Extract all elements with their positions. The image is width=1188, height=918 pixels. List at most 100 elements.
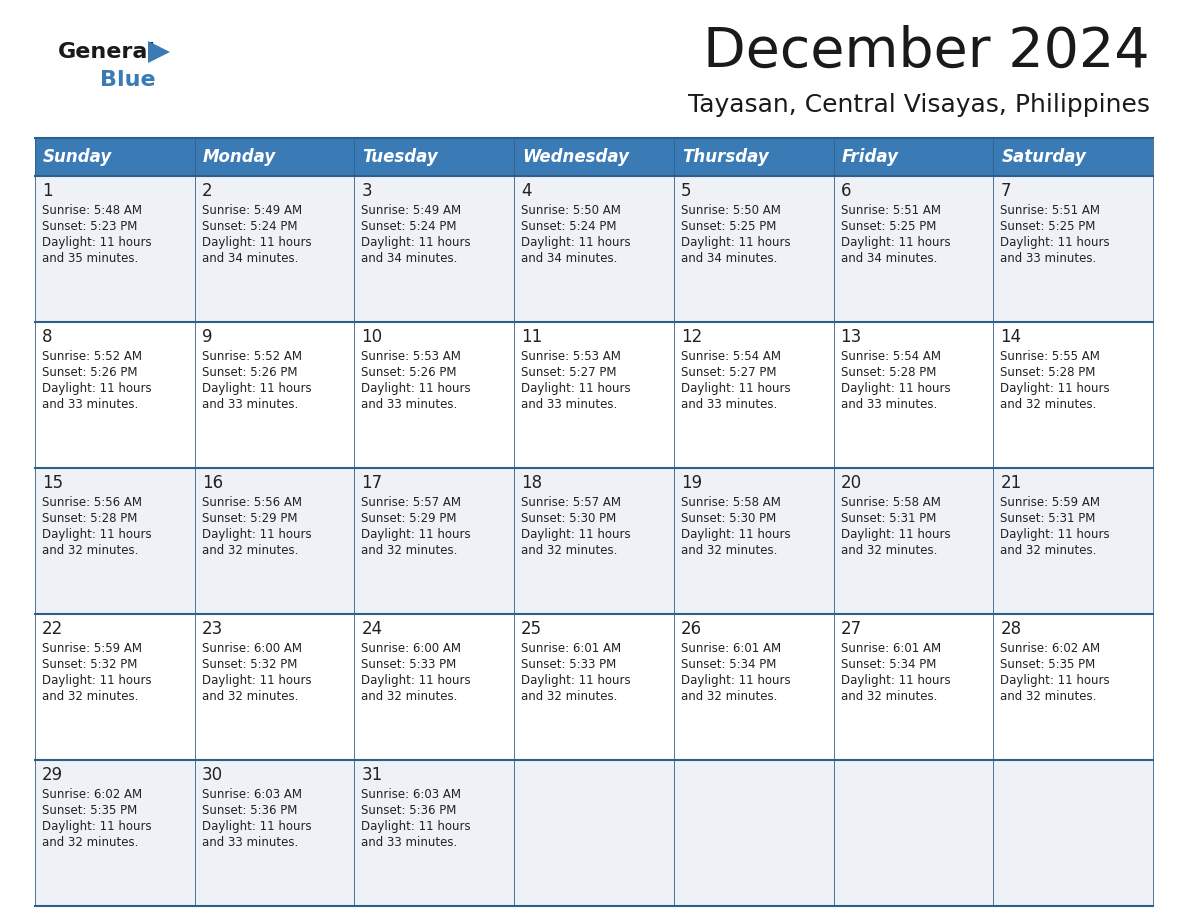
Text: Daylight: 11 hours: Daylight: 11 hours (522, 528, 631, 541)
Text: 2: 2 (202, 182, 213, 200)
Text: 28: 28 (1000, 620, 1022, 638)
Text: 12: 12 (681, 328, 702, 346)
Text: Daylight: 11 hours: Daylight: 11 hours (681, 382, 790, 395)
Text: Sunrise: 5:57 AM: Sunrise: 5:57 AM (522, 496, 621, 509)
Text: 20: 20 (841, 474, 861, 492)
Text: Sunrise: 6:01 AM: Sunrise: 6:01 AM (841, 642, 941, 655)
Text: and 34 minutes.: and 34 minutes. (202, 252, 298, 265)
Text: 25: 25 (522, 620, 542, 638)
Text: Sunset: 5:35 PM: Sunset: 5:35 PM (42, 804, 138, 817)
Text: Sunset: 5:27 PM: Sunset: 5:27 PM (681, 366, 776, 379)
Bar (834, 138, 993, 176)
Text: Daylight: 11 hours: Daylight: 11 hours (42, 820, 152, 833)
Text: 6: 6 (841, 182, 851, 200)
Text: Daylight: 11 hours: Daylight: 11 hours (1000, 528, 1110, 541)
Text: and 34 minutes.: and 34 minutes. (841, 252, 937, 265)
Text: Sunrise: 5:49 AM: Sunrise: 5:49 AM (202, 204, 302, 217)
Text: Sunset: 5:31 PM: Sunset: 5:31 PM (1000, 512, 1095, 525)
Text: Sunrise: 5:56 AM: Sunrise: 5:56 AM (202, 496, 302, 509)
Text: Daylight: 11 hours: Daylight: 11 hours (202, 236, 311, 249)
Text: Daylight: 11 hours: Daylight: 11 hours (202, 674, 311, 687)
Text: and 32 minutes.: and 32 minutes. (522, 544, 618, 557)
Text: and 32 minutes.: and 32 minutes. (1000, 690, 1097, 703)
Text: Daylight: 11 hours: Daylight: 11 hours (841, 236, 950, 249)
Text: 1: 1 (42, 182, 52, 200)
Text: 30: 30 (202, 766, 223, 784)
Text: December 2024: December 2024 (703, 25, 1150, 79)
Text: Sunrise: 5:51 AM: Sunrise: 5:51 AM (1000, 204, 1100, 217)
Text: 29: 29 (42, 766, 63, 784)
Text: 16: 16 (202, 474, 223, 492)
Text: and 32 minutes.: and 32 minutes. (1000, 544, 1097, 557)
Text: Tayasan, Central Visayas, Philippines: Tayasan, Central Visayas, Philippines (688, 93, 1150, 117)
Text: Monday: Monday (203, 148, 276, 166)
Text: General: General (58, 42, 156, 62)
Text: Sunrise: 5:56 AM: Sunrise: 5:56 AM (42, 496, 143, 509)
Text: Sunrise: 6:00 AM: Sunrise: 6:00 AM (202, 642, 302, 655)
Text: Sunset: 5:34 PM: Sunset: 5:34 PM (681, 658, 776, 671)
Text: Sunset: 5:25 PM: Sunset: 5:25 PM (1000, 220, 1095, 233)
Text: Daylight: 11 hours: Daylight: 11 hours (522, 382, 631, 395)
Bar (34, 614, 1154, 760)
Text: 22: 22 (42, 620, 63, 638)
Bar (195, 138, 354, 176)
Text: and 33 minutes.: and 33 minutes. (361, 398, 457, 411)
Text: Sunset: 5:30 PM: Sunset: 5:30 PM (522, 512, 617, 525)
Text: Sunrise: 6:03 AM: Sunrise: 6:03 AM (202, 788, 302, 801)
Text: and 34 minutes.: and 34 minutes. (361, 252, 457, 265)
Text: and 34 minutes.: and 34 minutes. (522, 252, 618, 265)
Text: Sunrise: 5:48 AM: Sunrise: 5:48 AM (42, 204, 143, 217)
Text: Sunset: 5:32 PM: Sunset: 5:32 PM (202, 658, 297, 671)
Text: Sunset: 5:29 PM: Sunset: 5:29 PM (202, 512, 297, 525)
Bar (34, 760, 1154, 906)
Text: 11: 11 (522, 328, 543, 346)
Text: Sunrise: 5:52 AM: Sunrise: 5:52 AM (202, 350, 302, 363)
Text: and 33 minutes.: and 33 minutes. (1000, 252, 1097, 265)
Text: Sunrise: 5:55 AM: Sunrise: 5:55 AM (1000, 350, 1100, 363)
Text: Sunrise: 5:59 AM: Sunrise: 5:59 AM (42, 642, 143, 655)
Text: 3: 3 (361, 182, 372, 200)
Text: 4: 4 (522, 182, 532, 200)
Text: Daylight: 11 hours: Daylight: 11 hours (1000, 382, 1110, 395)
Text: and 33 minutes.: and 33 minutes. (522, 398, 618, 411)
Polygon shape (148, 41, 170, 63)
Text: Sunrise: 6:01 AM: Sunrise: 6:01 AM (522, 642, 621, 655)
Text: Sunset: 5:33 PM: Sunset: 5:33 PM (361, 658, 456, 671)
Bar (514, 138, 674, 176)
Text: Daylight: 11 hours: Daylight: 11 hours (1000, 236, 1110, 249)
Bar (674, 138, 834, 176)
Text: and 33 minutes.: and 33 minutes. (202, 836, 298, 849)
Text: Daylight: 11 hours: Daylight: 11 hours (522, 236, 631, 249)
Text: 26: 26 (681, 620, 702, 638)
Text: Daylight: 11 hours: Daylight: 11 hours (361, 236, 472, 249)
Text: Daylight: 11 hours: Daylight: 11 hours (522, 674, 631, 687)
Bar (993, 138, 1154, 176)
Text: Daylight: 11 hours: Daylight: 11 hours (42, 382, 152, 395)
Text: Sunrise: 5:58 AM: Sunrise: 5:58 AM (841, 496, 941, 509)
Text: Sunset: 5:25 PM: Sunset: 5:25 PM (841, 220, 936, 233)
Text: Sunrise: 6:02 AM: Sunrise: 6:02 AM (42, 788, 143, 801)
Text: Daylight: 11 hours: Daylight: 11 hours (361, 528, 472, 541)
Text: Sunset: 5:25 PM: Sunset: 5:25 PM (681, 220, 776, 233)
Text: 21: 21 (1000, 474, 1022, 492)
Text: 18: 18 (522, 474, 542, 492)
Text: Sunrise: 6:03 AM: Sunrise: 6:03 AM (361, 788, 461, 801)
Text: and 32 minutes.: and 32 minutes. (522, 690, 618, 703)
Text: Daylight: 11 hours: Daylight: 11 hours (681, 674, 790, 687)
Text: Sunrise: 5:49 AM: Sunrise: 5:49 AM (361, 204, 462, 217)
Text: Sunrise: 5:59 AM: Sunrise: 5:59 AM (1000, 496, 1100, 509)
Text: Sunrise: 5:53 AM: Sunrise: 5:53 AM (361, 350, 461, 363)
Text: Sunrise: 5:54 AM: Sunrise: 5:54 AM (681, 350, 781, 363)
Text: 19: 19 (681, 474, 702, 492)
Text: Sunrise: 6:01 AM: Sunrise: 6:01 AM (681, 642, 781, 655)
Text: and 33 minutes.: and 33 minutes. (202, 398, 298, 411)
Text: Sunrise: 5:52 AM: Sunrise: 5:52 AM (42, 350, 143, 363)
Text: Daylight: 11 hours: Daylight: 11 hours (42, 674, 152, 687)
Text: and 34 minutes.: and 34 minutes. (681, 252, 777, 265)
Text: Sunrise: 5:57 AM: Sunrise: 5:57 AM (361, 496, 461, 509)
Text: 24: 24 (361, 620, 383, 638)
Text: Sunrise: 5:54 AM: Sunrise: 5:54 AM (841, 350, 941, 363)
Text: Blue: Blue (100, 70, 156, 90)
Text: Daylight: 11 hours: Daylight: 11 hours (361, 820, 472, 833)
Text: Sunrise: 5:50 AM: Sunrise: 5:50 AM (681, 204, 781, 217)
